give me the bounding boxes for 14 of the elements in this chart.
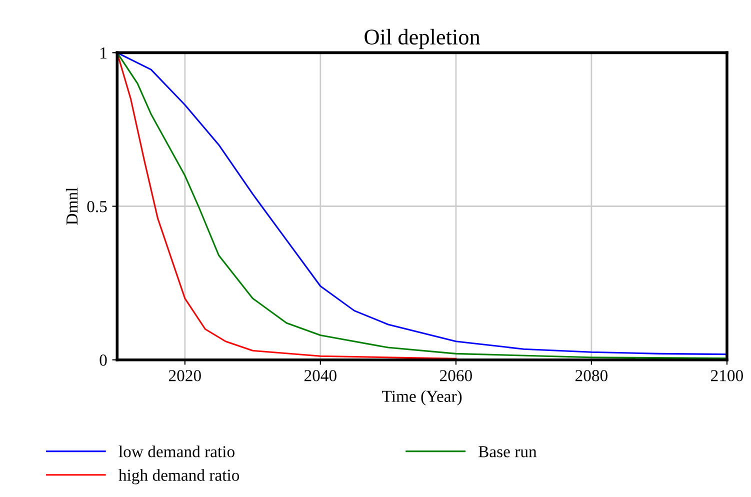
y-axis-title: Dmnl [66, 188, 78, 225]
x-tick-label: 2040 [304, 370, 336, 382]
y-tick-label: 0.5 [87, 200, 107, 212]
chart-title: Oil depletion [364, 28, 480, 50]
legend-label: Base run [478, 446, 537, 458]
legend-label: low demand ratio [118, 446, 234, 458]
y-tick-label: 1 [100, 47, 106, 58]
x-tick-label: 2060 [440, 370, 472, 382]
y-tick-label: 0 [100, 354, 107, 366]
x-tick-label: 2020 [168, 370, 201, 382]
x-tick-label: 2080 [576, 370, 608, 382]
x-axis-title: Time (Year) [382, 390, 462, 406]
x-tick-label: 2100 [711, 370, 743, 382]
legend-label: high demand ratio [118, 469, 240, 484]
